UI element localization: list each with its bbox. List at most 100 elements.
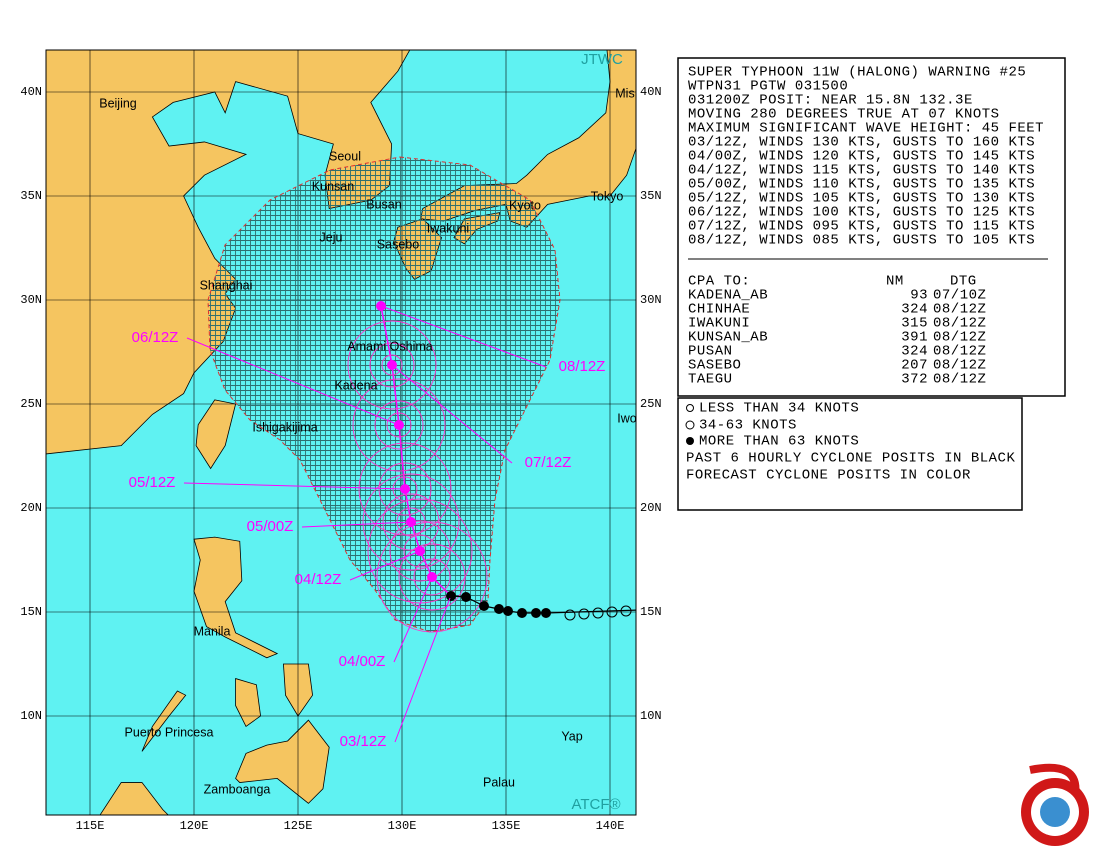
cpa-header: DTG xyxy=(950,274,977,290)
warning-line: SUPER TYPHOON 11W (HALONG) WARNING #25 xyxy=(688,65,1026,81)
warning-line: MOVING 280 DEGREES TRUE AT 07 KNOTS xyxy=(688,107,1000,123)
place-label: Kyoto xyxy=(509,198,541,212)
lon-label: 125E xyxy=(284,819,313,833)
lat-label: 15N xyxy=(640,605,662,619)
place-label: Mis xyxy=(615,86,634,100)
past-position xyxy=(531,608,541,618)
leader-line xyxy=(349,550,421,581)
warning-box xyxy=(677,57,1066,397)
cpa-nm: 324 xyxy=(901,302,928,318)
legend-box xyxy=(677,397,1023,511)
cpa-nm: 372 xyxy=(901,372,928,388)
warning-line: WTPN31 PGTW 031500 xyxy=(688,79,848,95)
legend-symbol xyxy=(686,404,694,412)
past-position xyxy=(461,592,471,602)
lat-label: 25N xyxy=(20,397,42,411)
place-label: Beijing xyxy=(99,96,137,110)
wind-radius xyxy=(403,534,437,568)
cpa-dtg: 08/12Z xyxy=(933,358,986,374)
cpa-dtg: 08/12Z xyxy=(933,316,986,332)
lat-label: 30N xyxy=(20,293,42,307)
past-position xyxy=(503,606,513,616)
place-label: Tokyo xyxy=(591,189,624,203)
cpa-name: SASEBO xyxy=(688,358,741,374)
forecast-label: 08/12Z xyxy=(559,358,606,375)
land xyxy=(235,678,261,727)
lon-label: 120E xyxy=(180,819,209,833)
forecast-label: 05/00Z xyxy=(247,518,294,535)
place-label: Kadena xyxy=(334,378,377,392)
leader-line xyxy=(393,576,433,663)
lat-label: 10N xyxy=(20,709,42,723)
leader-line xyxy=(391,364,513,464)
legend-symbol xyxy=(686,437,694,445)
lat-label: 30N xyxy=(640,293,662,307)
wind-radius xyxy=(369,342,415,388)
place-label: Puerto Princesa xyxy=(125,725,214,739)
cpa-dtg: 07/10Z xyxy=(933,288,986,304)
map: Beijing Seoul Kunsan Busan Jeju Sasebo Iwakuni… xyxy=(46,50,637,815)
forecast-label: 03/12Z xyxy=(340,733,387,750)
warning-line: 031200Z POSIT: NEAR 15.8N 132.3E xyxy=(688,93,973,109)
place-label: Seoul xyxy=(329,149,361,163)
wind-radius xyxy=(358,442,452,536)
land xyxy=(99,782,169,815)
cpa-name: KUNSAN_AB xyxy=(688,330,768,346)
forecast-label: 07/12Z xyxy=(525,454,572,471)
lon-label: 140E xyxy=(596,819,625,833)
wind-radius xyxy=(347,320,437,410)
past-symbol xyxy=(606,606,618,618)
warning-line: 05/00Z, WINDS 110 KTS, GUSTS TO 135 KTS xyxy=(688,177,1035,193)
lon-label: 135E xyxy=(492,819,521,833)
brand: JTWC xyxy=(581,51,623,68)
lat-label: 15N xyxy=(20,605,42,619)
cpa-nm: 93 xyxy=(910,288,928,304)
leader-line xyxy=(183,482,406,490)
lat-label: 40N xyxy=(640,85,662,99)
past-symbol xyxy=(578,608,590,620)
legend-line: PAST 6 HOURLY CYCLONE POSITS IN BLACK xyxy=(686,451,1015,467)
warning-line: 03/12Z, WINDS 130 KTS, GUSTS TO 160 KTS xyxy=(688,135,1035,151)
lat-label: 10N xyxy=(640,709,662,723)
cpa-dtg: 08/12Z xyxy=(933,372,986,388)
wind-radius xyxy=(352,378,446,472)
land xyxy=(235,719,330,804)
place-label: Ishigakijima xyxy=(252,420,317,434)
warning-line: 04/00Z, WINDS 120 KTS, GUSTS TO 145 KTS xyxy=(688,149,1035,165)
past-symbol xyxy=(592,607,604,619)
wind-radius xyxy=(374,400,424,450)
cpa-nm: 324 xyxy=(901,344,928,360)
leader-line xyxy=(186,337,400,426)
logo xyxy=(1021,763,1089,846)
leader-line xyxy=(301,521,412,528)
wind-radius xyxy=(396,507,426,537)
place-label: Iwo xyxy=(617,411,637,425)
cpa-name: KADENA_AB xyxy=(688,288,768,304)
land xyxy=(141,690,187,752)
warning-line: 06/12Z, WINDS 100 KTS, GUSTS TO 125 KTS xyxy=(688,205,1035,221)
place-label: Sasebo xyxy=(377,237,419,251)
legend-line: 34-63 KNOTS xyxy=(699,418,797,434)
wind-radius xyxy=(376,521,488,633)
warning-line: 08/12Z, WINDS 085 KTS, GUSTS TO 105 KTS xyxy=(688,233,1035,249)
place-label: Busan xyxy=(366,197,401,211)
past-symbol xyxy=(620,605,632,617)
cpa-nm: 391 xyxy=(901,330,928,346)
map-frame xyxy=(45,49,637,816)
lat-label: 20N xyxy=(20,501,42,515)
place-label: Palau xyxy=(483,775,515,789)
wind-radius xyxy=(378,462,432,516)
wind-radius xyxy=(386,412,412,438)
wind-radius xyxy=(362,473,460,571)
cpa-dtg: 08/12Z xyxy=(933,344,986,360)
lat-label: 20N xyxy=(640,501,662,515)
cpa-header: NM xyxy=(886,274,904,290)
lat-label: 35N xyxy=(20,189,42,203)
legend-line: MORE THAN 63 KNOTS xyxy=(699,434,859,450)
cpa-nm: 315 xyxy=(901,316,928,332)
cpa-name: CHINHAE xyxy=(688,302,750,318)
forecast-label: 05/12Z xyxy=(129,474,176,491)
cpa-name: TAEGU xyxy=(688,372,733,388)
lon-label: 115E xyxy=(76,819,105,833)
